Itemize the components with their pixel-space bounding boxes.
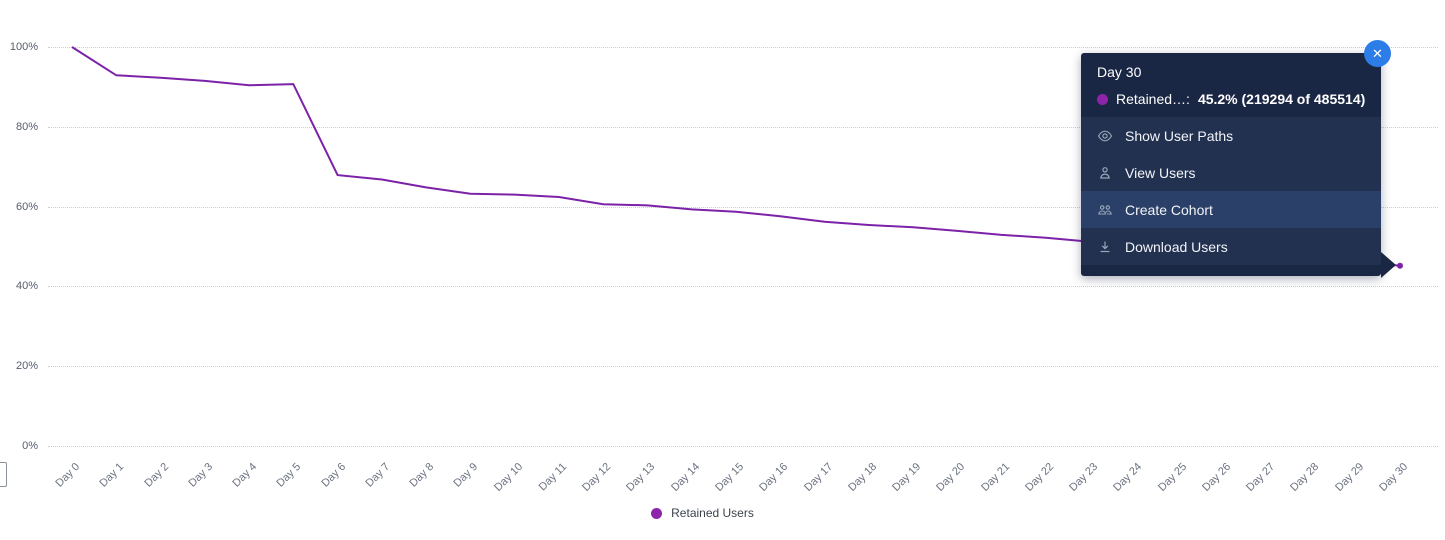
gridline: [48, 47, 1438, 48]
menu-item-label: Show User Paths: [1125, 127, 1234, 144]
tooltip-caret: [1381, 252, 1396, 278]
menu-item-view-users[interactable]: View Users: [1081, 154, 1381, 191]
y-tick-label: 0%: [22, 440, 38, 452]
gridline: [48, 126, 1438, 128]
tooltip-series-label: Retained…:: [1116, 91, 1190, 107]
series-color-dot: [1097, 93, 1108, 105]
tooltip-series-value: 45.2% (219294 of 485514): [1197, 91, 1366, 107]
tooltip-title: Day 30: [1097, 64, 1142, 80]
legend-item-retained-users[interactable]: Retained Users: [0, 506, 1405, 520]
menu-item-create-cohort[interactable]: Create Cohort: [1081, 191, 1381, 228]
y-tick-label: 20%: [15, 360, 38, 373]
legend-series-dot: [651, 507, 663, 519]
menu-item-download-users[interactable]: Download Users: [1081, 228, 1381, 265]
user-icon: [1097, 165, 1113, 181]
y-tick-label: 60%: [15, 200, 38, 213]
legend-series-label: Retained Users: [671, 506, 754, 520]
menu-item-label: Download Users: [1125, 238, 1228, 255]
tooltip-series-row: Retained…: 45.2% (219294 of 485514): [1097, 91, 1365, 107]
gridline: [48, 366, 1438, 368]
gridline: [48, 286, 1438, 288]
y-tick-label: 100%: [9, 41, 38, 53]
gridline: [48, 206, 1438, 208]
gridline: [48, 446, 1438, 447]
eye-icon: [1097, 128, 1113, 144]
clipped-corner-box: [0, 462, 7, 487]
menu-item-label: View Users: [1125, 164, 1196, 181]
tooltip-menu: Show User Paths View Users Create Cohort…: [1081, 117, 1381, 265]
tooltip-header: Day 30 Retained…: 45.2% (219294 of 48551…: [1081, 53, 1381, 117]
users-group-icon: [1097, 202, 1113, 218]
menu-item-label: Create Cohort: [1125, 201, 1213, 218]
y-tick-label: 40%: [15, 280, 38, 293]
selected-data-point[interactable]: [1397, 262, 1403, 269]
y-tick-label: 80%: [15, 120, 38, 133]
close-icon[interactable]: ✕: [1364, 40, 1391, 67]
download-icon: [1097, 239, 1113, 255]
menu-item-show-user-paths[interactable]: Show User Paths: [1081, 117, 1381, 154]
datapoint-tooltip: Day 30 Retained…: 45.2% (219294 of 48551…: [1081, 40, 1396, 278]
